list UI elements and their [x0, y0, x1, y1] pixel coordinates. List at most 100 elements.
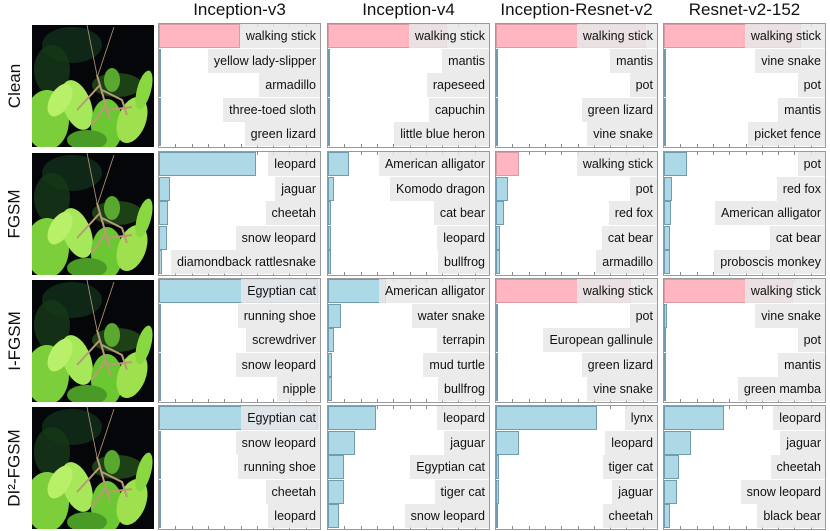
probability-bar: [159, 430, 161, 455]
axis-tick: [544, 144, 546, 147]
probability-bar: [496, 303, 498, 328]
probability-bar: [159, 250, 163, 275]
axis-tick: [680, 272, 682, 275]
axis-tick: [393, 406, 395, 409]
probability-bar: [496, 430, 519, 455]
prediction-row: leopard: [496, 430, 657, 456]
axis-tick: [528, 144, 530, 147]
prediction-row: walking stick: [328, 24, 489, 49]
prediction-row: snow leopard: [159, 225, 320, 251]
prediction-row: vine snake: [496, 377, 657, 402]
axis-tick: [191, 526, 193, 529]
prediction-row: green lizard: [496, 97, 657, 123]
axis-tick: [393, 526, 395, 529]
class-label: jaguar: [444, 430, 489, 455]
axis-tick: [528, 526, 530, 529]
prediction-row: snow leopard: [664, 479, 825, 505]
probability-bar: [159, 455, 161, 480]
probability-bar: [496, 455, 500, 480]
probability-bar: [664, 225, 670, 250]
class-label: snow leopard: [235, 430, 320, 455]
axis-tick: [256, 399, 258, 402]
class-label: pot: [629, 176, 657, 201]
probability-bar: [664, 97, 666, 122]
probability-bar: [664, 201, 672, 226]
prediction-row: jaguar: [496, 479, 657, 505]
class-label: nipple: [276, 377, 320, 402]
axis-tick: [207, 399, 209, 402]
prediction-row: cat bear: [496, 225, 657, 251]
axis-tick: [256, 152, 258, 155]
axis-tick: [512, 144, 514, 147]
prediction-row: American alligator: [664, 201, 825, 226]
class-label: snow leopard: [235, 225, 320, 250]
prediction-panel: pot red fox American alligator cat bear prob…: [663, 151, 826, 276]
class-label: black bear: [757, 504, 825, 529]
class-label: bullfrog: [438, 250, 489, 275]
class-label: green lizard: [581, 97, 657, 122]
probability-bar: [496, 97, 498, 122]
axis-tick: [207, 526, 209, 529]
axis-tick: [729, 152, 731, 155]
axis-tick: [409, 272, 411, 275]
prediction-row: vine snake: [664, 303, 825, 329]
probability-bar: [328, 303, 341, 328]
prediction-panel: walking stick pot red fox cat bear armadillo: [495, 151, 658, 276]
axis-tick: [528, 399, 530, 402]
axis-tick: [696, 152, 698, 155]
axis-tick: [425, 399, 427, 402]
class-label: yellow lady-slipper: [207, 48, 320, 73]
probability-bar: [159, 97, 161, 122]
class-label: Egyptian cat: [410, 455, 489, 480]
attack-label: Clean: [0, 23, 30, 148]
probability-bar: [496, 377, 498, 402]
class-label: pot: [797, 328, 825, 353]
prediction-row: walking stick: [664, 279, 825, 304]
model-title: Inception-v3: [193, 0, 286, 19]
prediction-row: yellow lady-slipper: [159, 48, 320, 74]
probability-bar: [159, 48, 161, 73]
model-title: Inception-Resnet-v2: [500, 0, 653, 19]
probability-bar: [159, 479, 161, 504]
prediction-panel: walking stick vine snake pot mantis green ma…: [663, 278, 826, 403]
probability-bar: [664, 176, 673, 201]
prediction-row: Egyptian cat: [159, 279, 320, 304]
class-label: screwdriver: [246, 328, 320, 353]
attack-label: FGSM: [0, 151, 30, 276]
prediction-row: pot: [496, 73, 657, 98]
prediction-row: mantis: [664, 97, 825, 123]
prediction-row: Komodo dragon: [328, 176, 489, 202]
axis-tick: [360, 399, 362, 402]
axis-tick: [729, 406, 731, 409]
class-label: red fox: [776, 176, 825, 201]
class-label: green lizard: [581, 352, 657, 377]
axis-tick: [425, 272, 427, 275]
prediction-row: tiger cat: [496, 455, 657, 480]
axis-tick: [512, 399, 514, 402]
prediction-row: pot: [496, 176, 657, 202]
class-label: capuchin: [428, 97, 489, 122]
axis-tick: [376, 272, 378, 275]
prediction-row: walking stick: [159, 24, 320, 49]
class-label: cheetah: [265, 479, 320, 504]
prediction-row: three-toed sloth: [159, 97, 320, 123]
prediction-row: pot: [496, 303, 657, 329]
axis-tick: [344, 272, 346, 275]
class-label: vine snake: [755, 48, 825, 73]
axis-tick: [224, 144, 226, 147]
class-label: walking stick: [576, 24, 657, 48]
axis-tick: [175, 144, 177, 147]
axis-tick: [593, 526, 595, 529]
probability-bar: [664, 377, 666, 402]
axis-tick: [544, 526, 546, 529]
class-label: running shoe: [237, 303, 320, 328]
prediction-row: green lizard: [496, 352, 657, 378]
class-label: snow leopard: [740, 479, 825, 504]
class-label: pot: [629, 303, 657, 328]
prediction-panel: walking stick yellow lady-slipper armadill…: [158, 23, 321, 148]
probability-bar: [159, 122, 161, 147]
axis-tick: [680, 526, 682, 529]
class-label: green mamba: [737, 377, 825, 402]
probability-bar: [159, 201, 168, 226]
probability-bar: [159, 176, 171, 201]
